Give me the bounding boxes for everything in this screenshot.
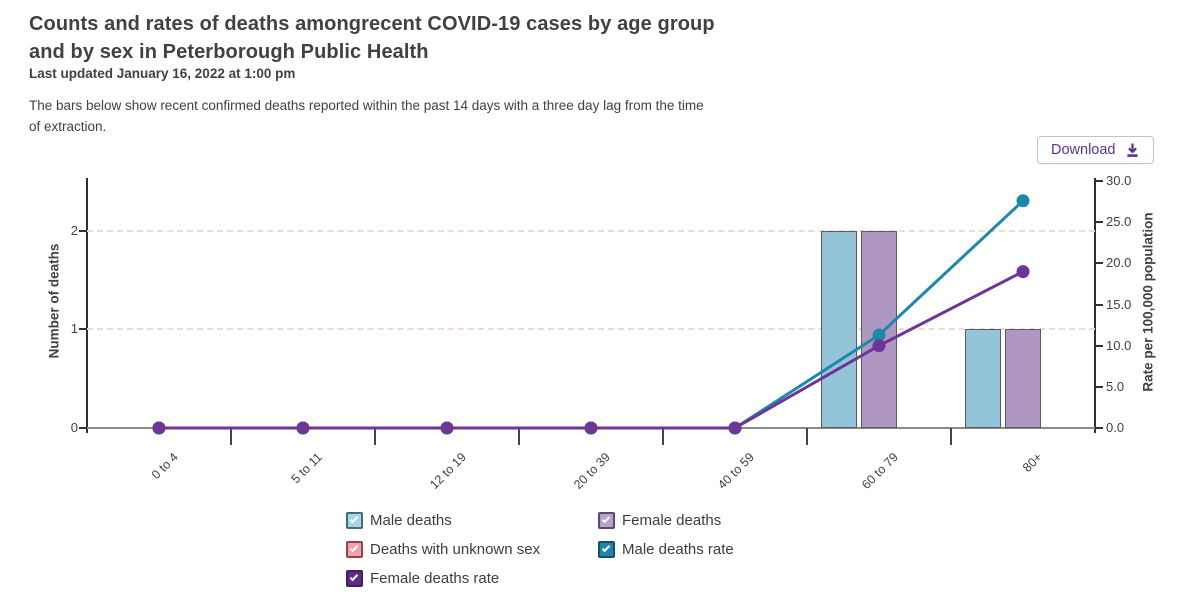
right-axis-tick-label: 15.0: [1106, 296, 1132, 312]
left-axis-tick-label: 2: [70, 222, 78, 238]
page-title: Counts and rates of deaths amongrecent C…: [29, 10, 715, 66]
right-axis-tick-label: 20.0: [1106, 255, 1132, 271]
bar-male-deaths-60-to-79[interactable]: [821, 230, 857, 428]
legend-label: Female deaths: [622, 512, 722, 529]
right-axis-tick-label: 0.0: [1106, 420, 1125, 435]
checked-checkbox-icon[interactable]: [346, 570, 363, 587]
download-icon: [1125, 142, 1140, 158]
left-axis-tick: [79, 427, 86, 429]
bar-female-deaths-60-to-79[interactable]: [861, 230, 897, 428]
legend-item-deaths-with-unknown-sex[interactable]: Deaths with unknown sex: [346, 535, 598, 564]
legend: Male deaths Deaths with unknown sex Female…: [346, 506, 850, 593]
left-axis-title: Number of deaths: [46, 243, 62, 359]
x-axis-tick: [374, 428, 376, 445]
legend-item-male-deaths[interactable]: Male deaths: [346, 506, 598, 535]
x-axis-label-0-to-4: 0 to 4: [148, 450, 181, 483]
left-y-axis-line: [86, 178, 88, 433]
bar-female-deaths-80+[interactable]: [1005, 329, 1041, 428]
legend-label: Female deaths rate: [370, 570, 500, 587]
left-axis-tick: [79, 229, 86, 232]
last-updated-text: Last updated January 16, 2022 at 1:00 pm: [29, 66, 296, 81]
gridline-1: [87, 328, 1095, 331]
left-axis-tick: [79, 328, 86, 331]
checkmark-icon: [349, 572, 359, 582]
right-axis-tick-label: 5.0: [1106, 378, 1125, 394]
chart-description-line1: The bars below show recent confirmed dea…: [29, 98, 704, 113]
right-axis-tick: [1096, 262, 1103, 265]
checked-checkbox-icon[interactable]: [598, 541, 615, 558]
right-axis-tick-label: 10.0: [1106, 337, 1132, 353]
right-axis-tick: [1096, 180, 1103, 182]
legend-item-female-deaths-rate[interactable]: Female deaths rate: [346, 564, 598, 593]
checked-checkbox-icon[interactable]: [346, 541, 363, 558]
gridline-2: [87, 229, 1095, 232]
checkmark-icon: [601, 543, 611, 553]
checkmark-icon: [349, 543, 359, 553]
x-axis-label-5-to-11: 5 to 11: [288, 450, 325, 487]
right-axis-tick-label: 30.0: [1106, 173, 1132, 188]
x-axis-label-80+: 80+: [1019, 450, 1045, 475]
legend-label: Male deaths: [370, 512, 452, 529]
x-axis-tick: [662, 428, 664, 445]
right-axis-tick: [1096, 344, 1103, 347]
checked-checkbox-icon[interactable]: [346, 512, 363, 529]
right-axis-title: Rate per 100,000 population: [1140, 212, 1156, 392]
right-axis-tick: [1096, 427, 1103, 429]
left-axis-tick-label: 1: [70, 321, 78, 337]
point-female-deaths-rate-80+[interactable]: [1016, 265, 1030, 279]
point-male-deaths-rate-80+[interactable]: [1016, 194, 1030, 208]
x-axis-tick: [950, 428, 952, 445]
download-button-label: Download: [1051, 142, 1116, 158]
bar-male-deaths-80+[interactable]: [965, 329, 1001, 428]
x-axis-tick: [806, 428, 808, 445]
chart-description-line2: of extraction.: [29, 119, 107, 134]
legend-label: Male deaths rate: [622, 541, 734, 558]
x-axis-tick: [518, 428, 520, 445]
legend-item-male-deaths-rate[interactable]: Male deaths rate: [598, 535, 850, 564]
right-axis-tick: [1096, 303, 1103, 306]
page-title-line2: and by sex in Peterborough Public Health: [29, 41, 429, 63]
page-title-line1: Counts and rates of deaths amongrecent C…: [29, 13, 715, 35]
right-y-axis-line: [1094, 178, 1096, 433]
checked-checkbox-icon[interactable]: [598, 512, 615, 529]
x-axis-line: [87, 427, 1095, 429]
right-axis-tick: [1096, 221, 1103, 224]
legend-item-female-deaths[interactable]: Female deaths: [598, 506, 850, 535]
legend-label: Deaths with unknown sex: [370, 541, 541, 558]
left-axis-tick-label: 0: [70, 420, 78, 435]
right-axis-tick-label: 25.0: [1106, 214, 1132, 230]
chart-description: The bars below show recent confirmed dea…: [29, 95, 704, 137]
x-axis-tick: [230, 428, 232, 445]
right-axis-tick: [1096, 385, 1103, 388]
checkmark-icon: [349, 514, 359, 524]
checkmark-icon: [601, 514, 611, 524]
download-button[interactable]: Download: [1037, 136, 1154, 164]
